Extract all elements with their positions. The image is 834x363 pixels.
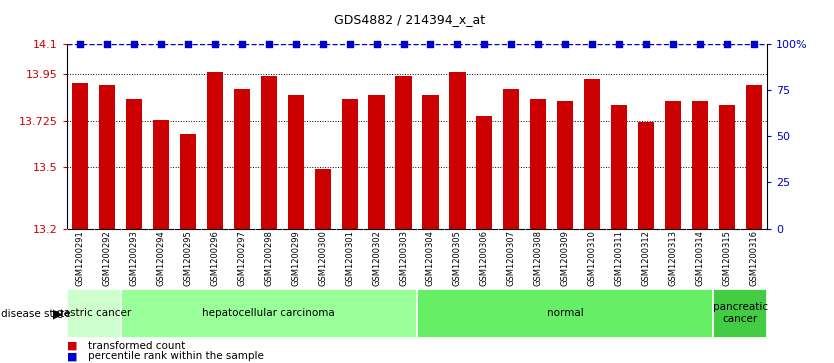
Text: gastric cancer: gastric cancer	[57, 308, 131, 318]
Bar	[395, 77, 412, 229]
Point	[343, 41, 356, 46]
Bar	[180, 134, 196, 229]
Point	[128, 41, 141, 46]
Point	[73, 41, 87, 46]
Point	[666, 41, 680, 46]
Bar	[713, 289, 767, 338]
Bar	[99, 85, 115, 229]
Text: normal: normal	[547, 308, 584, 318]
Bar	[638, 122, 654, 229]
Bar	[342, 99, 358, 229]
Bar	[557, 101, 573, 229]
Point	[424, 41, 437, 46]
Point	[721, 41, 734, 46]
Bar	[611, 105, 627, 229]
Bar	[261, 77, 277, 229]
Text: pancreatic
cancer: pancreatic cancer	[713, 302, 768, 324]
Point	[585, 41, 599, 46]
Point	[397, 41, 410, 46]
Point	[559, 41, 572, 46]
Bar	[153, 120, 169, 229]
Point	[316, 41, 329, 46]
Bar	[422, 95, 439, 229]
Bar	[72, 83, 88, 229]
Point	[505, 41, 518, 46]
Bar	[67, 289, 121, 338]
Bar	[314, 169, 331, 229]
Point	[181, 41, 194, 46]
Text: transformed count: transformed count	[88, 340, 185, 351]
Bar	[450, 72, 465, 229]
Text: hepatocellular carcinoma: hepatocellular carcinoma	[203, 308, 335, 318]
Bar	[692, 101, 708, 229]
Bar	[126, 99, 142, 229]
Point	[154, 41, 168, 46]
Point	[747, 41, 761, 46]
Point	[531, 41, 545, 46]
Bar	[746, 85, 762, 229]
Bar	[584, 78, 600, 229]
Text: ■: ■	[67, 351, 78, 362]
Bar	[530, 99, 546, 229]
Point	[208, 41, 222, 46]
Text: percentile rank within the sample: percentile rank within the sample	[88, 351, 264, 362]
Bar	[503, 89, 520, 229]
Point	[370, 41, 384, 46]
Point	[100, 41, 113, 46]
Point	[640, 41, 653, 46]
Bar	[234, 89, 250, 229]
Point	[262, 41, 275, 46]
Point	[612, 41, 626, 46]
Text: GDS4882 / 214394_x_at: GDS4882 / 214394_x_at	[334, 13, 485, 26]
Bar	[417, 289, 713, 338]
Point	[289, 41, 303, 46]
Text: ■: ■	[67, 340, 78, 351]
Bar	[288, 95, 304, 229]
Bar	[369, 95, 384, 229]
Point	[235, 41, 249, 46]
Text: ▶: ▶	[53, 307, 63, 321]
Bar	[665, 101, 681, 229]
Bar	[476, 115, 492, 229]
Bar	[719, 105, 735, 229]
Point	[478, 41, 491, 46]
Text: disease state: disease state	[1, 309, 70, 319]
Point	[693, 41, 706, 46]
Bar	[207, 72, 223, 229]
Point	[450, 41, 464, 46]
Bar	[121, 289, 417, 338]
